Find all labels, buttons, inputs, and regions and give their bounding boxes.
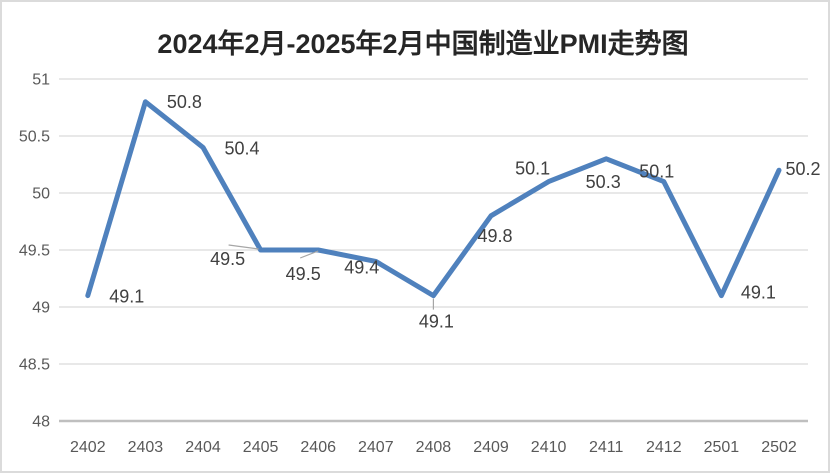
pmi-series-line <box>85 99 782 299</box>
x-axis-category-label: 2502 <box>761 439 797 456</box>
data-point-label: 49.8 <box>477 226 512 246</box>
data-point-label: 49.1 <box>741 283 776 303</box>
data-point-label: 50.8 <box>167 92 202 112</box>
data-label-leader-line <box>228 244 259 250</box>
y-axis-tick-label: 50.5 <box>19 129 50 146</box>
data-point-label: 49.5 <box>286 264 321 284</box>
x-axis-category-label: 2407 <box>358 439 394 456</box>
x-axis-category-label: 2408 <box>416 439 452 456</box>
y-axis-tick-label: 49.5 <box>19 243 50 260</box>
x-axis-category-label: 2409 <box>473 439 509 456</box>
x-axis-category-label: 2402 <box>70 439 106 456</box>
data-point-label: 49.5 <box>210 249 245 269</box>
chart-title: 2024年2月-2025年2月中国制造业PMI走势图 <box>157 29 689 59</box>
data-point-label: 50.2 <box>785 159 820 179</box>
y-axis-tick-label: 50 <box>32 186 50 203</box>
data-point-label: 49.1 <box>419 312 454 332</box>
data-point-label: 49.4 <box>344 257 379 277</box>
y-axis-tick-label: 48.5 <box>19 357 50 374</box>
y-axis-tick-label: 51 <box>32 72 50 89</box>
y-axis-tick-label: 48 <box>32 414 50 431</box>
data-point-label: 50.1 <box>639 162 674 182</box>
data-label-leader-line <box>299 250 319 259</box>
x-axis-category-label: 2412 <box>646 439 682 456</box>
x-axis-category-label: 2411 <box>589 439 624 456</box>
data-point-label: 50.4 <box>224 138 259 158</box>
data-point-label: 50.1 <box>515 159 550 179</box>
x-axis-category-label: 2406 <box>300 439 336 456</box>
x-axis-category-label: 2405 <box>243 439 279 456</box>
data-point-label: 49.1 <box>109 287 144 307</box>
data-point-label: 50.3 <box>586 172 621 192</box>
x-axis-category-label: 2404 <box>185 439 221 456</box>
y-axis-tick-label: 49 <box>32 300 50 317</box>
x-axis-category-label: 2501 <box>704 439 740 456</box>
x-axis-category-label: 2403 <box>128 439 164 456</box>
x-axis-category-label: 2410 <box>531 439 567 456</box>
